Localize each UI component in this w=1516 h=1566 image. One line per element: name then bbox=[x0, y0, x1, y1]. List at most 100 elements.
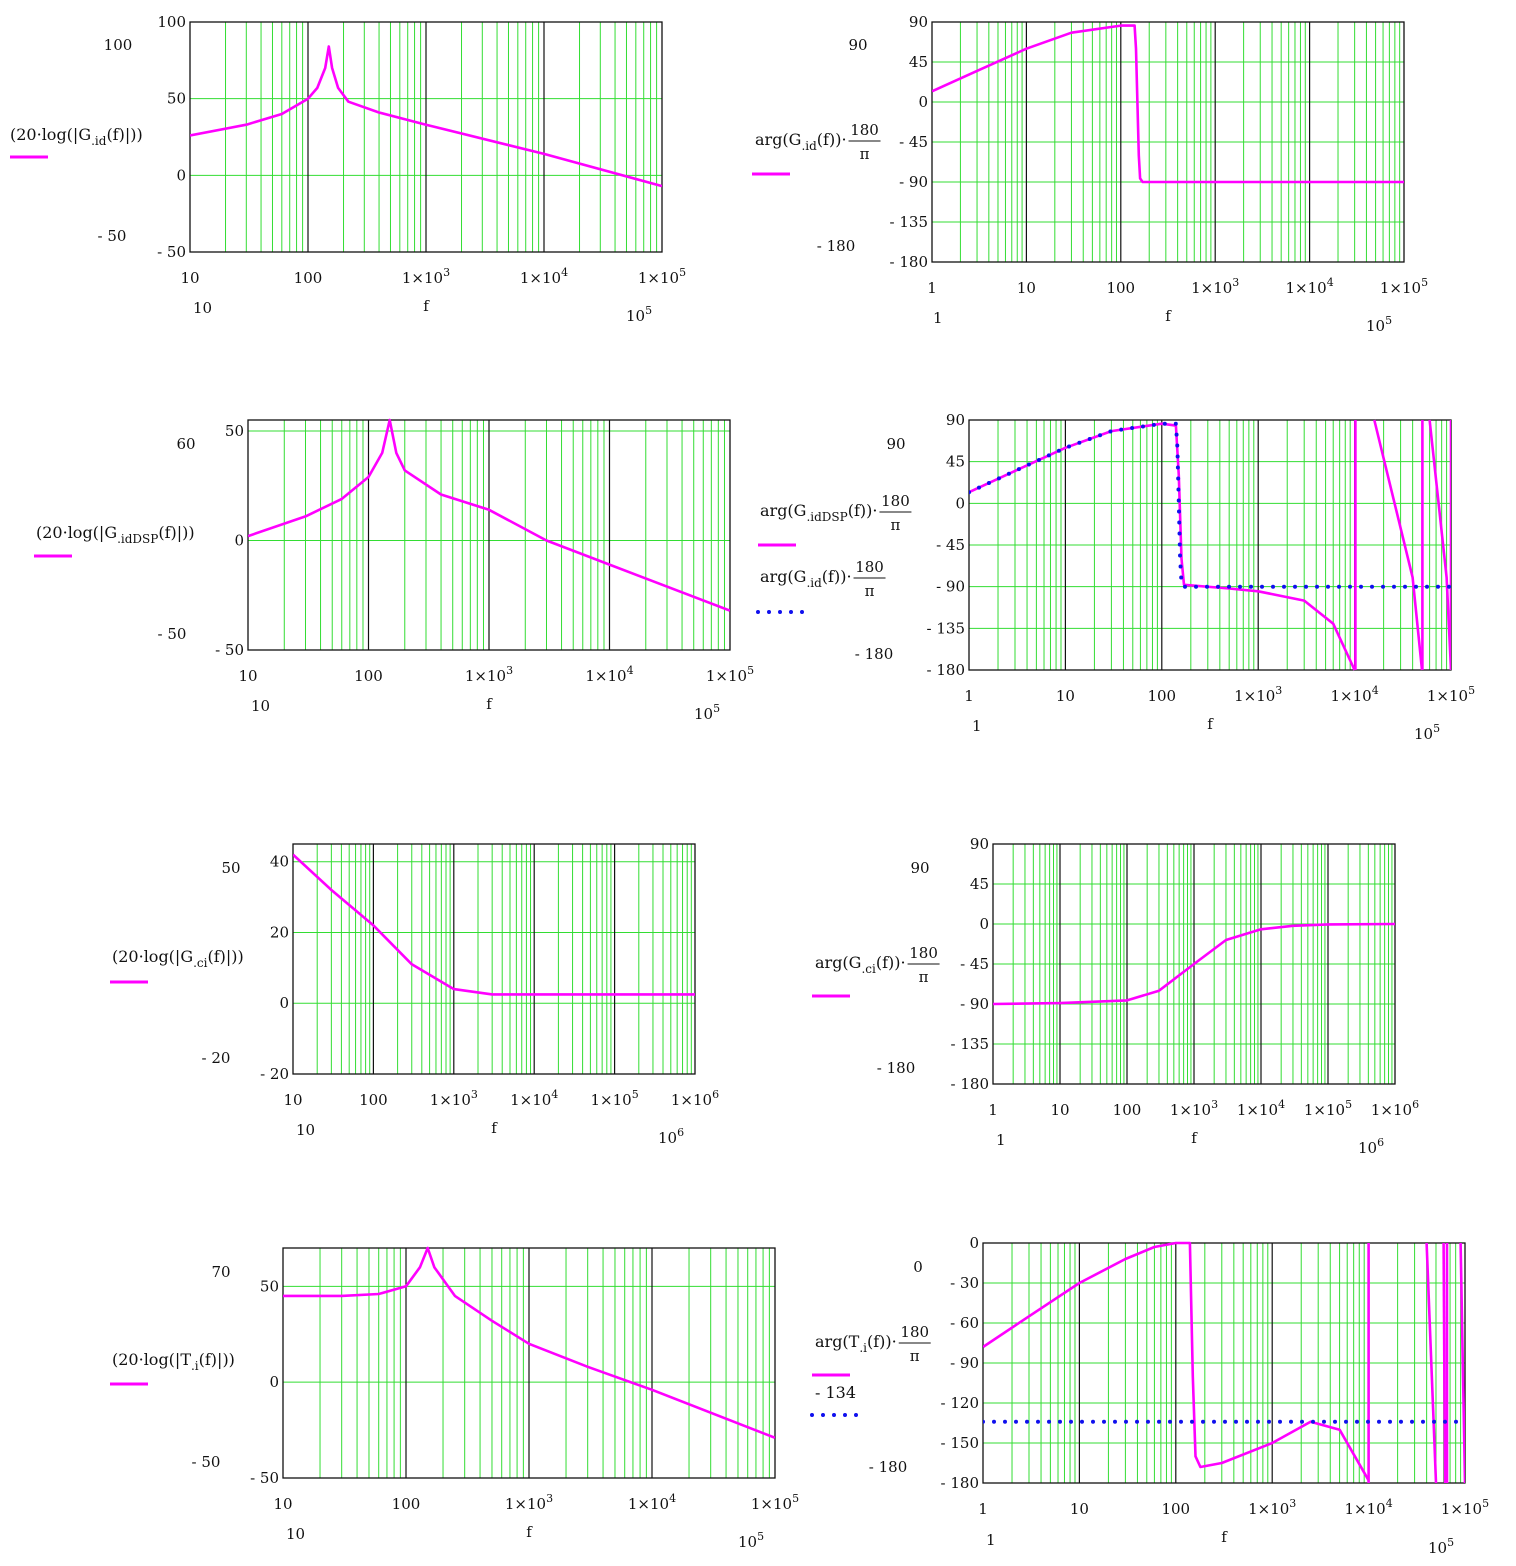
fraction-denominator: π bbox=[919, 968, 929, 986]
y-tick-label: 0 bbox=[234, 531, 244, 549]
series-group bbox=[993, 922, 1395, 1006]
chart-2: 90 45 0 - 45 - 90 - 135 - 180 1 10 100 1×103 1×104 1… bbox=[752, 13, 1428, 335]
y-bottom-limit: - 20 bbox=[202, 1049, 231, 1067]
y-tick-label: 0 bbox=[176, 166, 186, 184]
y-tick-label: - 45 bbox=[936, 536, 965, 554]
y-bottom-limit: - 180 bbox=[855, 645, 893, 663]
y-top-limit: 90 bbox=[848, 36, 867, 54]
y-bottom-limit: - 180 bbox=[817, 237, 855, 255]
x-axis-label: f bbox=[423, 297, 430, 315]
x-tick-label: 100 bbox=[1106, 279, 1135, 297]
y-tick-label: - 50 bbox=[215, 641, 244, 659]
x-tick-label: 10 bbox=[273, 1495, 292, 1513]
x-tick-label: 1×104 bbox=[520, 266, 568, 287]
y-tick-label: 0 bbox=[979, 915, 989, 933]
fraction-numerator: 180 bbox=[855, 558, 884, 576]
x-left-limit: 1 bbox=[933, 309, 943, 327]
x-axis-label: f bbox=[1165, 307, 1172, 325]
x-tick-label: 1×103 bbox=[1248, 1497, 1296, 1518]
x-axis-label: f bbox=[1221, 1528, 1228, 1546]
y-tick-label: 0 bbox=[918, 93, 928, 111]
x-tick-label: 1×105 bbox=[751, 1492, 799, 1513]
y-tick-label: - 50 bbox=[157, 243, 186, 261]
y-tick-label: 45 bbox=[970, 875, 989, 893]
x-tick-label: 1×105 bbox=[638, 266, 686, 287]
y-tick-label: - 180 bbox=[951, 1075, 989, 1093]
plot-area bbox=[293, 844, 695, 1074]
x-tick-label: 1×104 bbox=[1237, 1098, 1285, 1119]
fraction-numerator: 180 bbox=[900, 1323, 929, 1341]
x-tick-label: 100 bbox=[294, 269, 323, 287]
y-tick-label: 20 bbox=[270, 923, 289, 941]
x-tick-label: 1 bbox=[927, 279, 937, 297]
y-tick-label: 50 bbox=[167, 90, 186, 108]
x-right-limit: 106 bbox=[658, 1126, 684, 1147]
x-tick-label: 1×106 bbox=[1371, 1098, 1419, 1119]
y-tick-label: - 135 bbox=[951, 1035, 989, 1053]
x-tick-label: 1×103 bbox=[1191, 276, 1239, 297]
x-right-limit: 105 bbox=[738, 1530, 764, 1551]
y-axis-label: - 134 bbox=[815, 1383, 856, 1402]
x-tick-label: 10 bbox=[180, 269, 199, 287]
series-solid-line bbox=[283, 1246, 775, 1440]
y-tick-label: 90 bbox=[946, 411, 965, 429]
series-solid-line bbox=[932, 24, 1404, 184]
x-tick-label: 100 bbox=[392, 1495, 421, 1513]
x-axis-label: f bbox=[486, 695, 493, 713]
y-top-limit: 0 bbox=[913, 1258, 923, 1276]
plot-frame bbox=[982, 1242, 1466, 1484]
y-axis-label: arg(T.i(f))· bbox=[815, 1332, 897, 1355]
x-tick-label: 100 bbox=[1161, 1500, 1190, 1518]
y-tick-label: 90 bbox=[909, 13, 928, 31]
x-tick-label: 1×104 bbox=[1330, 684, 1378, 705]
x-tick-label: 1×105 bbox=[1441, 1497, 1489, 1518]
y-top-limit: 60 bbox=[176, 435, 195, 453]
y-bottom-limit: - 50 bbox=[98, 227, 127, 245]
series-group bbox=[248, 418, 730, 612]
series-group bbox=[283, 1246, 775, 1440]
fraction-numerator: 180 bbox=[850, 121, 879, 139]
x-tick-label: 10 bbox=[1056, 687, 1075, 705]
series-group bbox=[983, 1241, 1465, 1484]
x-tick-label: 1×104 bbox=[628, 1492, 676, 1513]
x-right-limit: 105 bbox=[626, 304, 652, 325]
y-bottom-limit: - 50 bbox=[158, 625, 187, 643]
y-axis-label: (20·log(|G.idDSP(f)|)) bbox=[36, 523, 195, 546]
y-top-limit: 50 bbox=[221, 859, 240, 877]
x-tick-label: 1×104 bbox=[1344, 1497, 1392, 1518]
y-axis-label: arg(G.id(f))· bbox=[755, 130, 847, 153]
y-tick-label: 40 bbox=[270, 853, 289, 871]
x-tick-label: 100 bbox=[354, 667, 383, 685]
x-tick-label: 1×104 bbox=[1285, 276, 1333, 297]
plot-frame bbox=[189, 21, 663, 253]
y-tick-label: - 135 bbox=[890, 213, 928, 231]
x-axis-label: f bbox=[526, 1523, 533, 1541]
x-tick-label: 1×103 bbox=[465, 664, 513, 685]
y-tick-label: - 150 bbox=[941, 1434, 979, 1452]
x-right-limit: 105 bbox=[1366, 314, 1392, 335]
y-tick-label: - 180 bbox=[890, 253, 928, 271]
x-tick-label: 1×105 bbox=[1427, 684, 1475, 705]
x-tick-label: 1×104 bbox=[510, 1088, 558, 1109]
series-group bbox=[969, 419, 1451, 671]
y-top-limit: 90 bbox=[886, 435, 905, 453]
fraction-numerator: 180 bbox=[881, 492, 910, 510]
y-tick-label: 50 bbox=[260, 1277, 279, 1295]
y-axis-label: arg(G.ci(f))· bbox=[815, 953, 906, 976]
y-top-limit: 100 bbox=[104, 36, 133, 54]
y-tick-label: 90 bbox=[970, 835, 989, 853]
series-group bbox=[932, 24, 1404, 184]
plot-frame bbox=[931, 21, 1405, 263]
y-bottom-limit: - 180 bbox=[869, 1458, 907, 1476]
x-tick-label: 1×104 bbox=[585, 664, 633, 685]
y-tick-label: - 120 bbox=[941, 1394, 979, 1412]
chart-7: 50 0 - 50 10 100 1×103 1×104 1×105 f 70 - 50 10 105 (… bbox=[110, 1246, 799, 1551]
fraction-numerator: 180 bbox=[909, 944, 938, 962]
y-tick-label: - 45 bbox=[960, 955, 989, 973]
y-tick-label: - 180 bbox=[941, 1474, 979, 1492]
fraction-denominator: π bbox=[891, 516, 901, 534]
x-tick-label: 1×105 bbox=[1304, 1098, 1352, 1119]
series-wrap-segment bbox=[1442, 1242, 1447, 1484]
x-tick-label: 1 bbox=[964, 687, 974, 705]
